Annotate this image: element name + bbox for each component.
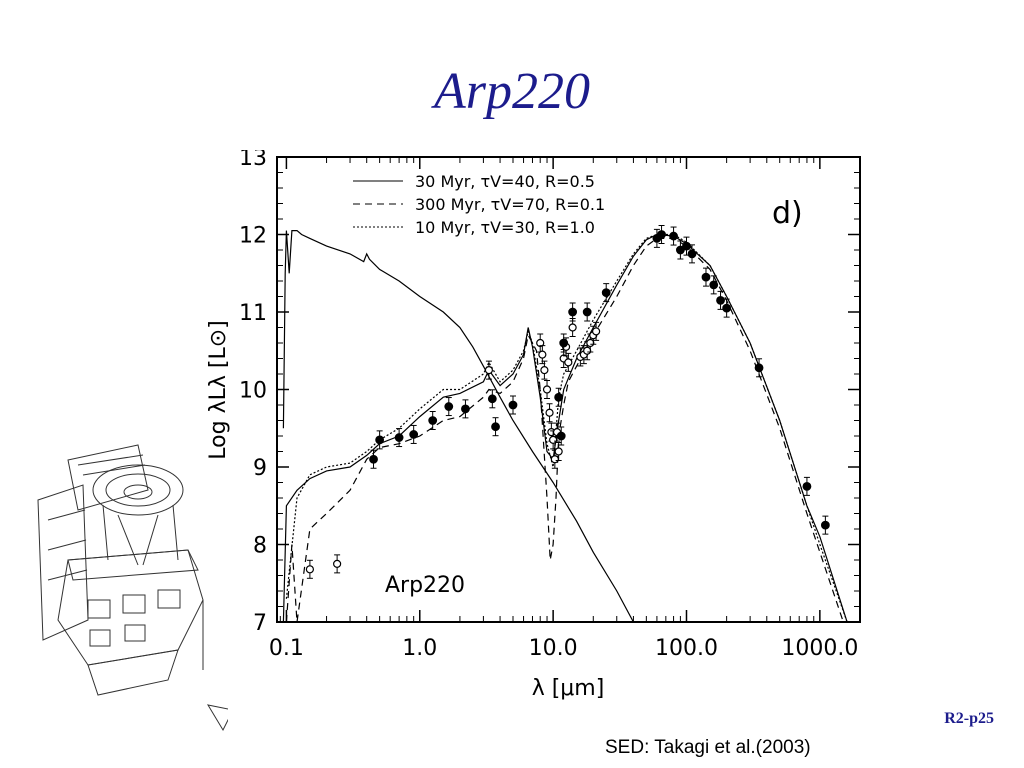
series-line-1: [282, 230, 634, 621]
satellite-illustration: [37, 444, 228, 732]
y-tick-label: 11: [239, 301, 267, 326]
y-tick-label: 10: [239, 379, 267, 404]
filled-data-point: [559, 338, 569, 348]
y-axis-label: Log λLλ [L⊙]: [206, 320, 231, 459]
filled-data-point: [709, 280, 719, 290]
series-line-2: [285, 237, 844, 621]
filled-data-point: [669, 231, 678, 241]
object-label: Arp220: [385, 573, 465, 598]
x-axis-label: λ [μm]: [532, 676, 605, 701]
source-caption: SED: Takagi et al.(2003): [605, 737, 811, 758]
y-tick-label: 7: [253, 611, 267, 636]
filled-data-point: [820, 520, 830, 530]
filled-data-point: [682, 241, 691, 251]
filled-data-point: [568, 307, 578, 317]
filled-data-point: [582, 307, 592, 317]
open-data-point: [554, 447, 563, 456]
filled-data-point: [444, 402, 454, 411]
x-tick-label: 1000.0: [781, 636, 858, 661]
filled-data-point: [601, 288, 611, 298]
x-tick-label: 100.0: [655, 636, 718, 661]
open-data-point: [564, 358, 573, 367]
open-data-point: [583, 346, 592, 355]
open-data-point: [536, 338, 545, 348]
open-data-point: [542, 385, 552, 394]
open-data-point: [484, 366, 494, 375]
filled-data-point: [754, 363, 764, 373]
slide-title: Arp220: [434, 63, 590, 120]
open-data-point: [540, 366, 549, 375]
filled-data-point: [394, 433, 404, 442]
open-data-point: [586, 338, 595, 348]
open-data-point: [305, 565, 314, 574]
filled-data-point: [701, 272, 711, 282]
open-data-point: [592, 327, 601, 336]
panel-label: d): [772, 196, 803, 231]
filled-data-point: [375, 435, 385, 445]
legend: 30 Myr, τV=40, R=0.5 300 Myr, τV=70, R=0…: [353, 172, 605, 237]
legend-entry-2: 300 Myr, τV=70, R=0.1: [415, 195, 605, 214]
open-data-point: [550, 455, 559, 464]
page-reference: R2-p25: [944, 710, 994, 727]
legend-entry-3: 10 Myr, τV=30, R=1.0: [415, 218, 595, 237]
filled-data-point: [675, 245, 685, 255]
y-tick-label: 13: [239, 150, 267, 171]
open-data-point: [545, 408, 554, 417]
axis-ticks: [277, 156, 861, 623]
series-line-3: [285, 233, 848, 621]
filled-data-point: [369, 454, 378, 464]
filled-data-point: [487, 394, 497, 404]
filled-data-point: [657, 230, 666, 239]
open-data-point: [333, 559, 342, 568]
y-tick-label: 9: [253, 456, 267, 481]
open-data-point: [549, 435, 558, 444]
filled-data-point: [491, 422, 500, 432]
x-tick-label: 1.0: [402, 636, 437, 661]
x-tick-label: 10.0: [529, 636, 578, 661]
filled-data-point: [554, 392, 564, 402]
filled-data-point: [722, 303, 732, 313]
filled-data-point: [461, 404, 470, 414]
legend-entry-1: 30 Myr, τV=40, R=0.5: [415, 172, 595, 191]
filled-data-point: [409, 430, 419, 439]
data-points-layer: [305, 225, 830, 579]
filled-data-point: [508, 400, 518, 410]
open-data-point: [568, 323, 577, 332]
filled-data-point: [556, 431, 566, 441]
filled-data-point: [428, 416, 438, 425]
tick-labels: 0.1 1.0 10.0 100.0 1000.0 7 8 9 10 11 12 13: [239, 150, 858, 661]
open-data-point: [538, 350, 547, 359]
y-tick-label: 12: [239, 224, 267, 249]
filled-data-point: [687, 249, 697, 259]
filled-data-point: [716, 295, 725, 305]
x-tick-label: 0.1: [269, 636, 304, 661]
series-layer: [282, 230, 848, 621]
filled-data-point: [802, 481, 812, 491]
y-tick-label: 8: [253, 534, 267, 559]
series-line-4: [282, 233, 848, 621]
